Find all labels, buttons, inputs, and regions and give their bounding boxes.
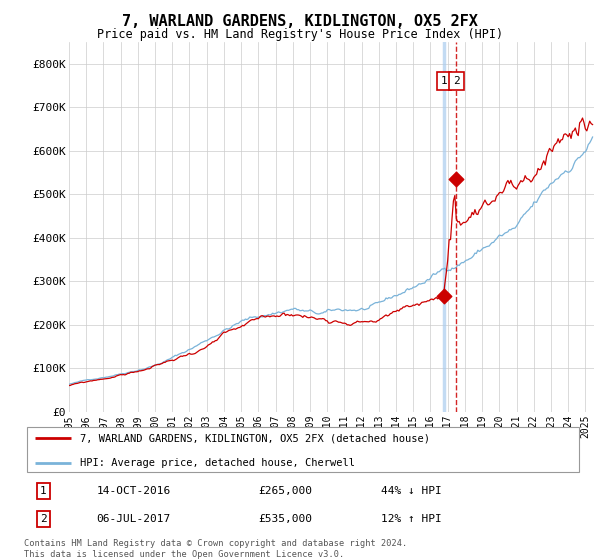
Text: HPI: Average price, detached house, Cherwell: HPI: Average price, detached house, Cher… <box>80 458 355 468</box>
Text: 44% ↓ HPI: 44% ↓ HPI <box>381 486 442 496</box>
FancyBboxPatch shape <box>27 427 579 472</box>
Text: 12% ↑ HPI: 12% ↑ HPI <box>381 514 442 524</box>
Text: 1: 1 <box>440 76 448 86</box>
Text: 06-JUL-2017: 06-JUL-2017 <box>97 514 171 524</box>
Text: 2: 2 <box>40 514 47 524</box>
Text: 7, WARLAND GARDENS, KIDLINGTON, OX5 2FX: 7, WARLAND GARDENS, KIDLINGTON, OX5 2FX <box>122 14 478 29</box>
Text: 2: 2 <box>453 76 460 86</box>
Text: 14-OCT-2016: 14-OCT-2016 <box>97 486 171 496</box>
Point <box>439 292 449 301</box>
Point <box>452 175 461 184</box>
Text: Price paid vs. HM Land Registry's House Price Index (HPI): Price paid vs. HM Land Registry's House … <box>97 28 503 41</box>
Text: £265,000: £265,000 <box>259 486 313 496</box>
Text: Contains HM Land Registry data © Crown copyright and database right 2024.
This d: Contains HM Land Registry data © Crown c… <box>24 539 407 559</box>
Text: 1: 1 <box>40 486 47 496</box>
Text: £535,000: £535,000 <box>259 514 313 524</box>
Text: 7, WARLAND GARDENS, KIDLINGTON, OX5 2FX (detached house): 7, WARLAND GARDENS, KIDLINGTON, OX5 2FX … <box>80 433 430 444</box>
